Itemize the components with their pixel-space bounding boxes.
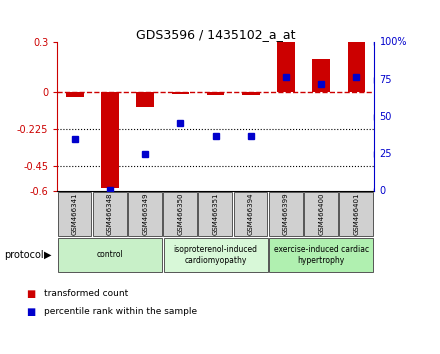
Text: percentile rank within the sample: percentile rank within the sample — [44, 307, 197, 316]
Text: GSM466351: GSM466351 — [213, 193, 219, 235]
Text: GSM466348: GSM466348 — [107, 193, 113, 235]
Text: 25: 25 — [380, 149, 392, 159]
Bar — [66, 92, 84, 97]
Text: 100%: 100% — [380, 38, 407, 47]
Text: GSM466400: GSM466400 — [318, 193, 324, 235]
Text: GSM466394: GSM466394 — [248, 193, 254, 235]
Text: isoproterenol-induced
cardiomyopathy: isoproterenol-induced cardiomyopathy — [174, 245, 257, 264]
FancyBboxPatch shape — [198, 192, 232, 236]
Bar — [101, 92, 119, 188]
Text: control: control — [97, 250, 123, 259]
Bar — [242, 92, 260, 95]
FancyBboxPatch shape — [164, 238, 268, 272]
FancyBboxPatch shape — [93, 192, 127, 236]
FancyBboxPatch shape — [339, 192, 373, 236]
Bar — [277, 42, 295, 92]
Bar — [172, 92, 189, 94]
Text: GSM466401: GSM466401 — [353, 193, 359, 235]
Text: 75: 75 — [380, 75, 392, 85]
FancyBboxPatch shape — [269, 192, 303, 236]
FancyBboxPatch shape — [128, 192, 162, 236]
Text: GSM466399: GSM466399 — [283, 193, 289, 235]
Bar — [136, 92, 154, 107]
Text: GSM466349: GSM466349 — [142, 193, 148, 235]
FancyBboxPatch shape — [58, 238, 162, 272]
Text: ■: ■ — [26, 307, 36, 316]
Text: exercise-induced cardiac
hypertrophy: exercise-induced cardiac hypertrophy — [274, 245, 369, 264]
Title: GDS3596 / 1435102_a_at: GDS3596 / 1435102_a_at — [136, 28, 295, 41]
Bar — [207, 92, 224, 95]
Text: 0: 0 — [380, 186, 386, 196]
FancyBboxPatch shape — [234, 192, 268, 236]
FancyBboxPatch shape — [58, 192, 92, 236]
Text: GSM466350: GSM466350 — [177, 193, 183, 235]
Text: ■: ■ — [26, 289, 36, 299]
FancyBboxPatch shape — [163, 192, 197, 236]
Text: ▶: ▶ — [44, 250, 51, 260]
Text: GSM466341: GSM466341 — [72, 193, 78, 235]
FancyBboxPatch shape — [269, 238, 373, 272]
Text: protocol: protocol — [4, 250, 44, 260]
Bar — [312, 59, 330, 92]
FancyBboxPatch shape — [304, 192, 338, 236]
Text: transformed count: transformed count — [44, 289, 128, 298]
Text: 50: 50 — [380, 112, 392, 122]
Bar — [348, 42, 365, 92]
